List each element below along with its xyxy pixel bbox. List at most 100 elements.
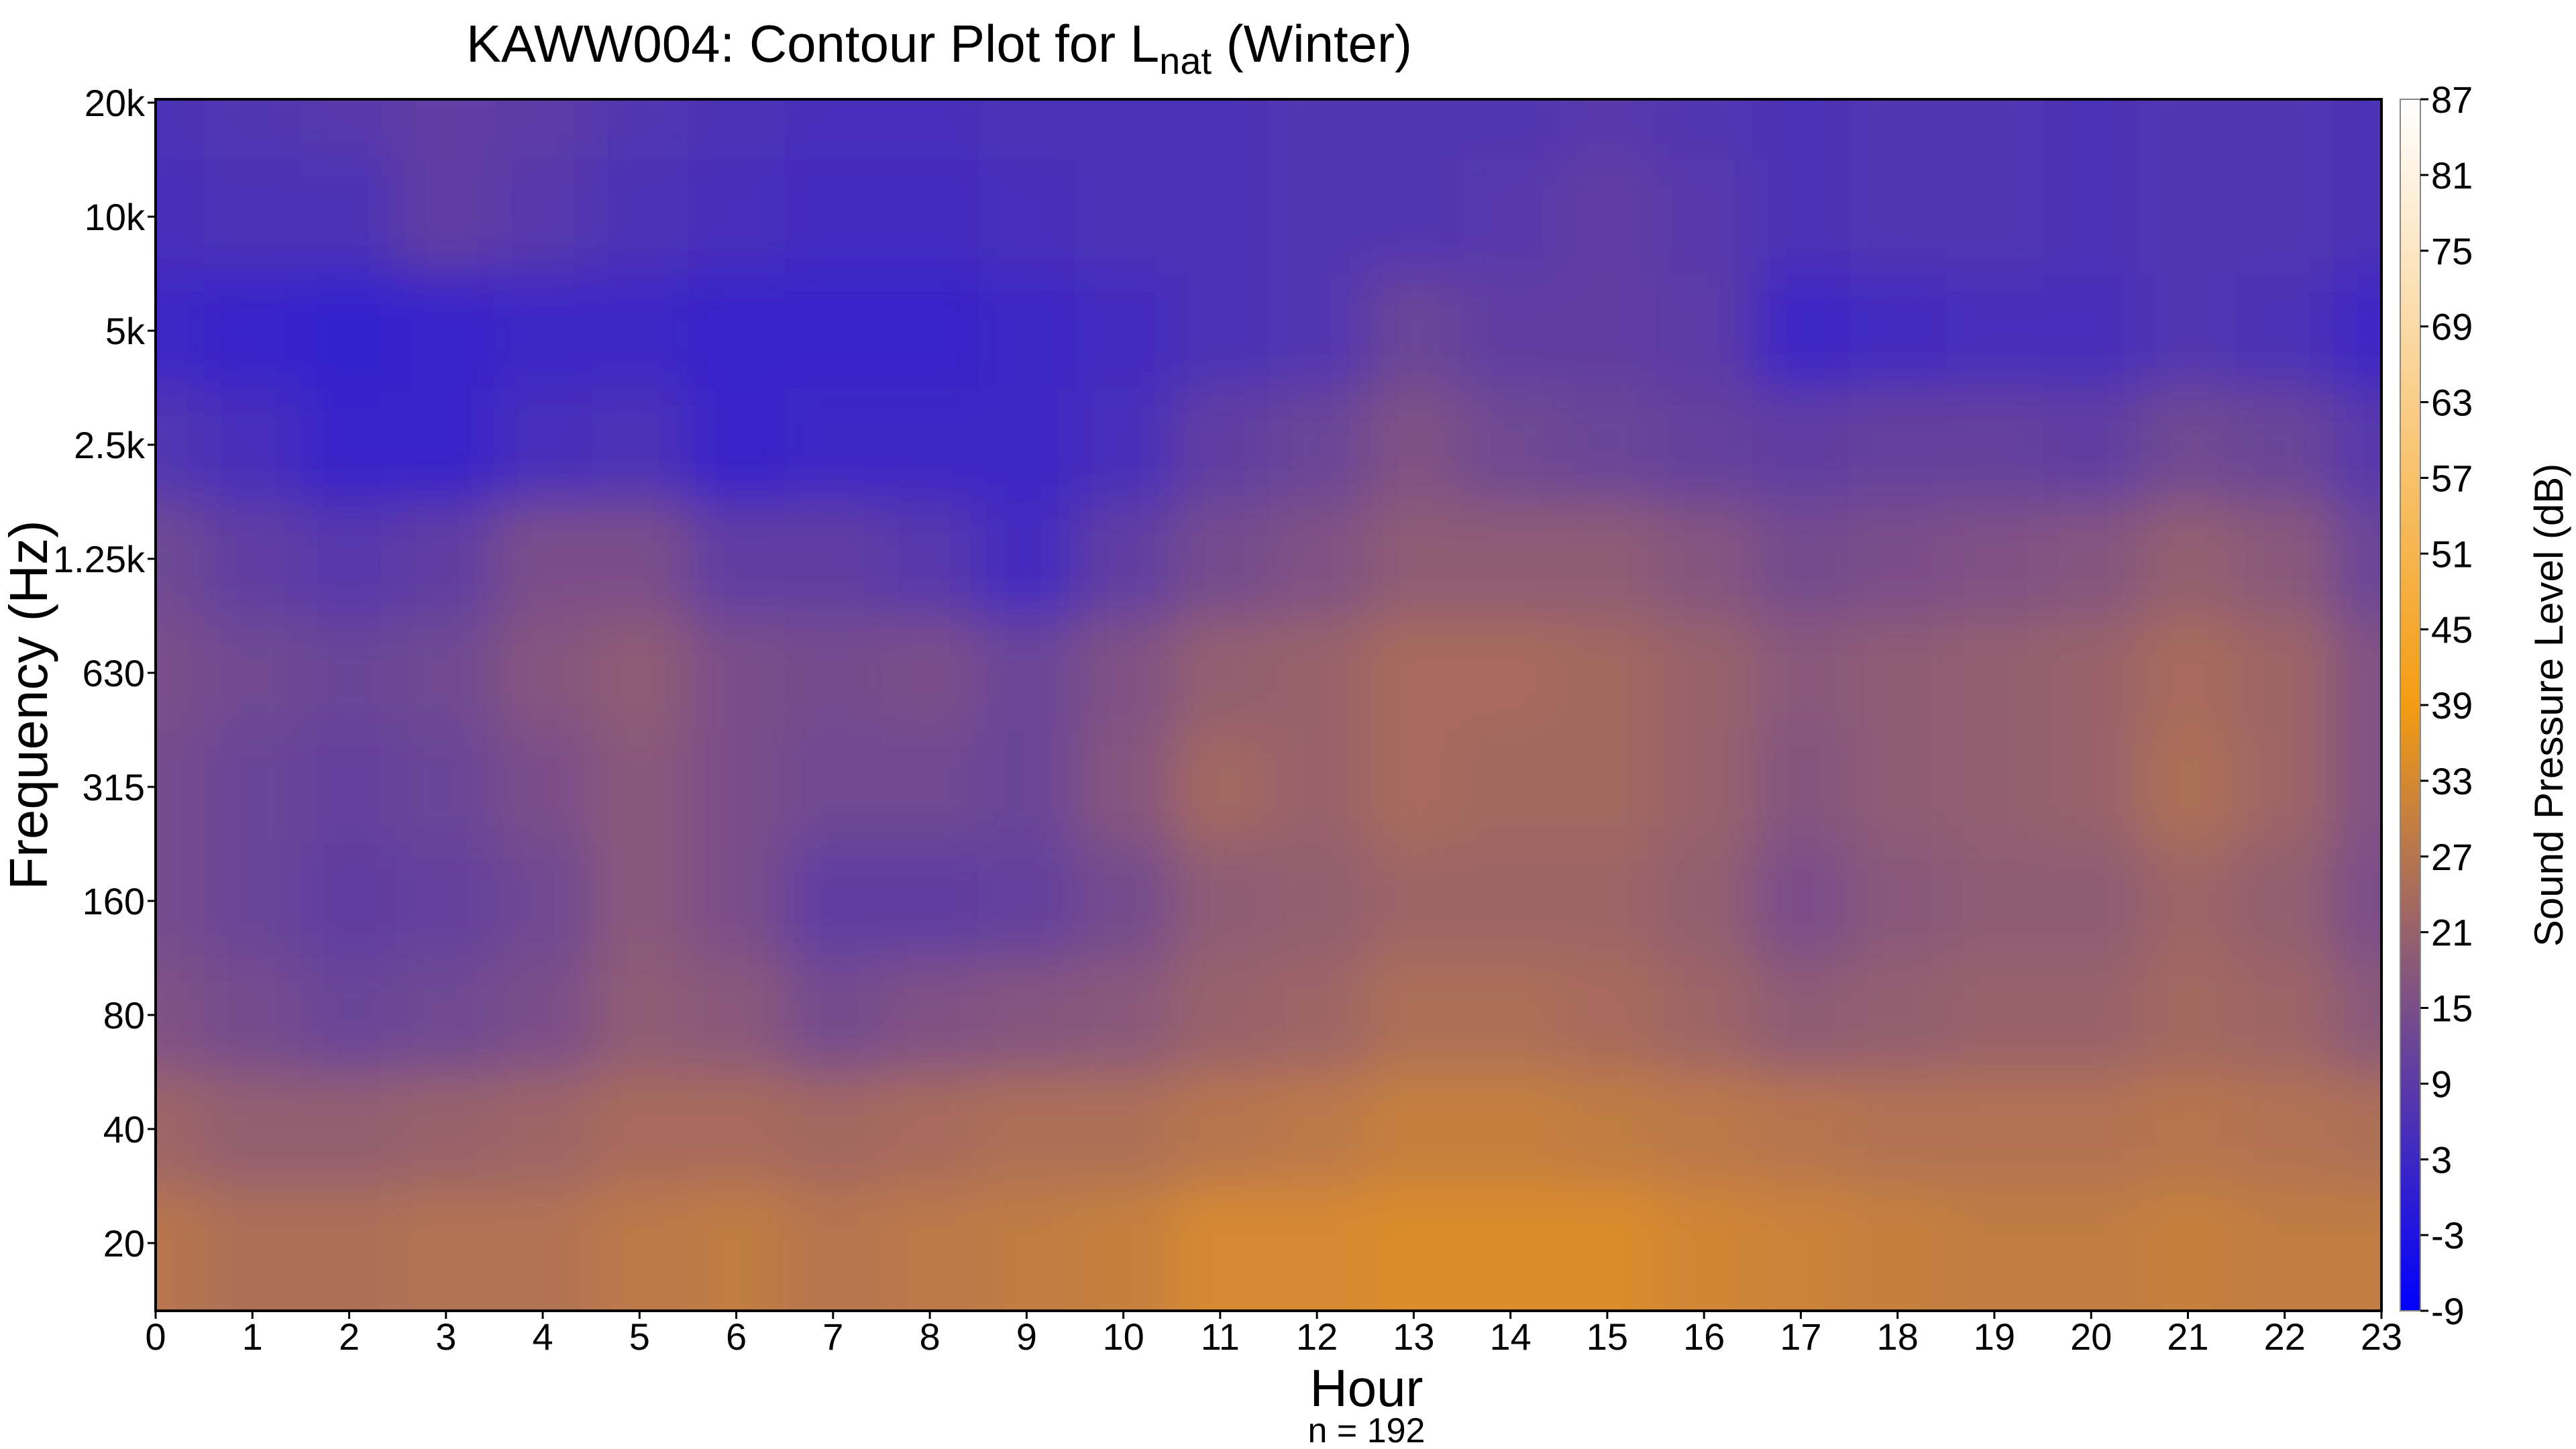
y-axis: 20 40 80 160 315 630 1.25k 2.5k 5k 10k 20k bbox=[53, 82, 156, 1265]
heatmap-cell bbox=[591, 388, 689, 502]
heatmap-cell bbox=[1558, 1186, 1656, 1311]
heatmap-cell bbox=[397, 1186, 495, 1311]
heatmap-cell bbox=[1558, 160, 1656, 274]
heatmap-cell bbox=[2236, 1186, 2334, 1311]
x-tick-label: 7 bbox=[822, 1316, 843, 1358]
heatmap-cell bbox=[156, 388, 205, 502]
heatmap-cell bbox=[2332, 160, 2381, 274]
colorbar-tick-label: 33 bbox=[2431, 760, 2473, 802]
heatmap-cell bbox=[1945, 99, 2043, 160]
heatmap-cell bbox=[1462, 99, 1560, 160]
heatmap-cell bbox=[301, 616, 398, 731]
heatmap-cell bbox=[397, 388, 495, 502]
y-tick-label: 20k bbox=[85, 82, 146, 124]
heatmap-cell bbox=[1945, 616, 2043, 731]
heatmap-cell bbox=[397, 730, 495, 845]
colorbar-tick-label: 75 bbox=[2431, 230, 2473, 272]
heatmap-cell bbox=[2332, 99, 2381, 160]
heatmap-cell bbox=[397, 274, 495, 388]
heatmap-cell bbox=[1171, 388, 1269, 502]
heatmap-cell bbox=[2139, 616, 2237, 731]
x-tick-label: 6 bbox=[726, 1316, 747, 1358]
heatmap-cell bbox=[1558, 844, 1656, 959]
heatmap-cell bbox=[2139, 730, 2237, 845]
heatmap-cell bbox=[301, 388, 398, 502]
heatmap-cell bbox=[204, 388, 301, 502]
heatmap-cell bbox=[1752, 958, 1850, 1073]
colorbar-tick-label: 63 bbox=[2431, 382, 2473, 424]
heatmap-cell bbox=[1558, 616, 1656, 731]
heatmap-cell bbox=[301, 99, 398, 160]
heatmap-cell bbox=[1752, 616, 1850, 731]
heatmap-cell bbox=[1171, 274, 1269, 388]
heatmap-cell bbox=[1945, 730, 2043, 845]
heatmap-cell bbox=[978, 160, 1076, 274]
heatmap-cell bbox=[397, 616, 495, 731]
heatmap-cell bbox=[978, 958, 1076, 1073]
heatmap-cell bbox=[1171, 1072, 1269, 1187]
x-tick-label: 19 bbox=[1974, 1316, 2015, 1358]
heatmap-cell bbox=[1075, 844, 1173, 959]
heatmap-cell bbox=[688, 274, 786, 388]
heatmap-cell bbox=[1752, 99, 1850, 160]
heatmap-cell bbox=[881, 388, 979, 502]
heatmap-cell bbox=[2139, 99, 2237, 160]
heatmap-cell bbox=[688, 958, 786, 1073]
heatmap-cell bbox=[978, 502, 1076, 616]
heatmap-cell bbox=[881, 730, 979, 845]
heatmap-cell bbox=[1462, 730, 1560, 845]
heatmap-cell bbox=[204, 958, 301, 1073]
colorbar-tick-label: 57 bbox=[2431, 457, 2473, 499]
heatmap-cell bbox=[2236, 616, 2334, 731]
heatmap-cell bbox=[2043, 958, 2140, 1073]
heatmap-cell bbox=[1075, 502, 1173, 616]
x-tick-label: 17 bbox=[1780, 1316, 1821, 1358]
heatmap-cell bbox=[1462, 616, 1560, 731]
heatmap-cell bbox=[1171, 616, 1269, 731]
heatmap-cell bbox=[1171, 958, 1269, 1073]
x-tick-label: 12 bbox=[1296, 1316, 1338, 1358]
heatmap-cell bbox=[1752, 1072, 1850, 1187]
heatmap-cell bbox=[1849, 160, 1947, 274]
heatmap-cell bbox=[1171, 844, 1269, 959]
heatmap-cell bbox=[1269, 730, 1366, 845]
heatmap-cell bbox=[1849, 958, 1947, 1073]
heatmap-cell bbox=[2332, 616, 2381, 731]
heatmap-cell bbox=[1752, 388, 1850, 502]
y-tick-label: 1.25k bbox=[53, 538, 146, 580]
heatmap-cell bbox=[1558, 958, 1656, 1073]
y-tick-label: 630 bbox=[83, 652, 145, 694]
colorbar-tick-label: 15 bbox=[2431, 987, 2473, 1030]
heatmap-cell bbox=[591, 99, 689, 160]
heatmap-cell bbox=[1558, 388, 1656, 502]
heatmap-cell bbox=[881, 502, 979, 616]
heatmap-cell bbox=[688, 1072, 786, 1187]
heatmap-cell bbox=[1462, 274, 1560, 388]
heatmap-cell bbox=[978, 274, 1076, 388]
heatmap-cell bbox=[688, 1186, 786, 1311]
heatmap-cell bbox=[204, 1072, 301, 1187]
heatmap-cell bbox=[2332, 274, 2381, 388]
x-tick-label: 21 bbox=[2167, 1316, 2208, 1358]
y-tick-label: 2.5k bbox=[74, 424, 146, 466]
heatmap-cell bbox=[1656, 1072, 1753, 1187]
heatmap-cell bbox=[978, 616, 1076, 731]
heatmap-cell bbox=[1462, 1072, 1560, 1187]
heatmap-cell bbox=[1075, 1072, 1173, 1187]
heatmap-cell bbox=[494, 616, 592, 731]
x-axis-label: Hour bbox=[1309, 1358, 1423, 1417]
heatmap-cell bbox=[397, 1072, 495, 1187]
heatmap-cell bbox=[494, 844, 592, 959]
heatmap-cell bbox=[2332, 502, 2381, 616]
x-tick-label: 15 bbox=[1587, 1316, 1628, 1358]
heatmap-cell bbox=[688, 99, 786, 160]
heatmap-cell bbox=[1269, 502, 1366, 616]
heatmap-cell bbox=[1365, 160, 1463, 274]
heatmap-cell bbox=[1656, 616, 1753, 731]
heatmap-cell bbox=[688, 616, 786, 731]
heatmap-cell bbox=[397, 502, 495, 616]
sample-size-note: n = 192 bbox=[1308, 1411, 1426, 1449]
heatmap-cell bbox=[2332, 844, 2381, 959]
heatmap-cell bbox=[591, 160, 689, 274]
